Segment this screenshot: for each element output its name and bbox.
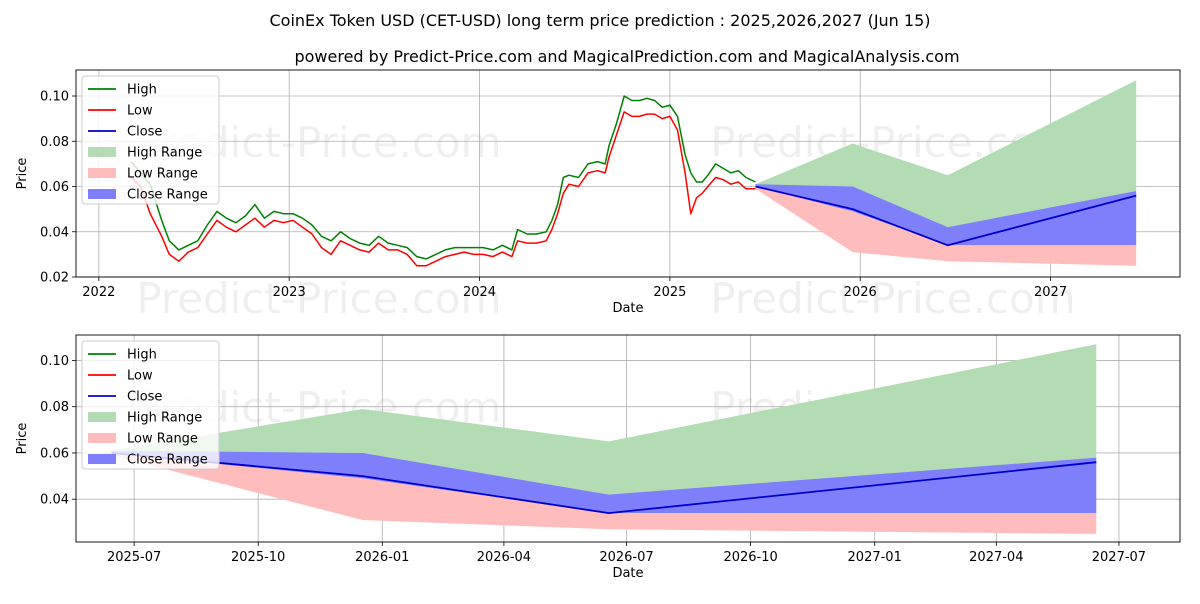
low-range-band xyxy=(755,186,1137,266)
x-tick-label: 2022 xyxy=(82,285,115,300)
x-tick-label: 2025-07 xyxy=(107,550,161,565)
high-range-band xyxy=(755,80,1137,230)
y-tick-label: 0.04 xyxy=(40,493,69,508)
watermark-text: Predict-Price.com xyxy=(710,274,1075,323)
y-tick-label: 0.08 xyxy=(40,135,69,150)
top-chart-panel: Predict-Price.com Predict-Price.comPredic… xyxy=(15,69,1181,323)
x-tick-label: 2026-07 xyxy=(599,550,653,565)
close-series-line xyxy=(755,185,1137,247)
y-tick-label: 0.02 xyxy=(40,271,69,286)
watermark-text: Predict-Price.com xyxy=(136,274,501,323)
legend-label: Close Range xyxy=(127,453,208,468)
legend-swatch-high-range xyxy=(88,412,116,422)
legend: High Low Close High Range Low Range Close Ran… xyxy=(81,75,220,205)
chart-subtitle: powered by Predict-Price.com and Magical… xyxy=(294,47,959,66)
plot-frame xyxy=(75,69,1181,278)
legend: High Low Close High Range Low Range Close Ran… xyxy=(81,340,220,470)
legend-label: High Range xyxy=(127,411,202,426)
close-range-band xyxy=(111,450,1097,514)
legend-label: Low xyxy=(127,369,153,384)
x-tick-label: 2025 xyxy=(653,285,686,300)
legend-swatch-close-range xyxy=(88,189,116,199)
legend-label: High xyxy=(127,348,157,363)
x-tick-label: 2027-01 xyxy=(848,550,902,565)
legend-swatch-low-range xyxy=(88,433,116,443)
legend-box xyxy=(81,75,220,205)
legend-label: High xyxy=(127,83,157,98)
legend-label: Close xyxy=(127,390,162,405)
y-tick-label: 0.10 xyxy=(40,354,69,369)
x-tick-label: 2027-07 xyxy=(1092,550,1146,565)
legend-label: Close xyxy=(127,125,162,140)
high-series-line xyxy=(130,95,756,260)
close-series-line xyxy=(111,452,1097,514)
legend-swatch-low-range xyxy=(88,168,116,178)
y-tick-label: 0.06 xyxy=(40,180,69,195)
x-tick-label: 2026 xyxy=(844,285,877,300)
y-tick-label: 0.04 xyxy=(40,225,69,240)
legend-label: Low Range xyxy=(127,432,198,447)
legend-label: Low xyxy=(127,104,153,119)
bottom-chart-panel: Predict-Price.comPredict-Price.com2025-0… xyxy=(15,334,1181,581)
legend-label: Low Range xyxy=(127,167,198,182)
legend-label: Close Range xyxy=(127,188,208,203)
x-tick-label: 2024 xyxy=(463,285,496,300)
legend-swatch-high-range xyxy=(88,147,116,157)
y-tick-label: 0.06 xyxy=(40,446,69,461)
x-tick-label: 2025-10 xyxy=(231,550,285,565)
x-tick-label: 2026-04 xyxy=(477,550,531,565)
y-tick-label: 0.08 xyxy=(40,400,69,415)
x-tick-label: 2027 xyxy=(1034,285,1067,300)
x-tick-label: 2026-10 xyxy=(723,550,777,565)
plot-frame xyxy=(75,334,1181,543)
x-axis-label: Date xyxy=(612,301,643,316)
x-tick-label: 2026-01 xyxy=(355,550,409,565)
x-tick-label: 2027-04 xyxy=(969,550,1023,565)
high-range-band xyxy=(111,344,1097,497)
legend-swatch-close-range xyxy=(88,454,116,464)
y-axis-label: Price xyxy=(15,158,30,190)
low-range-band xyxy=(111,453,1097,534)
close-range-band xyxy=(755,184,1137,246)
legend-box xyxy=(81,340,220,470)
low-series-line xyxy=(130,111,756,267)
x-tick-label: 2023 xyxy=(273,285,306,300)
x-axis-label: Date xyxy=(612,566,643,581)
y-tick-label: 0.10 xyxy=(40,90,69,105)
legend-label: High Range xyxy=(127,146,202,161)
chart-title: CoinEx Token USD (CET-USD) long term pri… xyxy=(270,11,931,30)
y-axis-label: Price xyxy=(15,423,30,455)
